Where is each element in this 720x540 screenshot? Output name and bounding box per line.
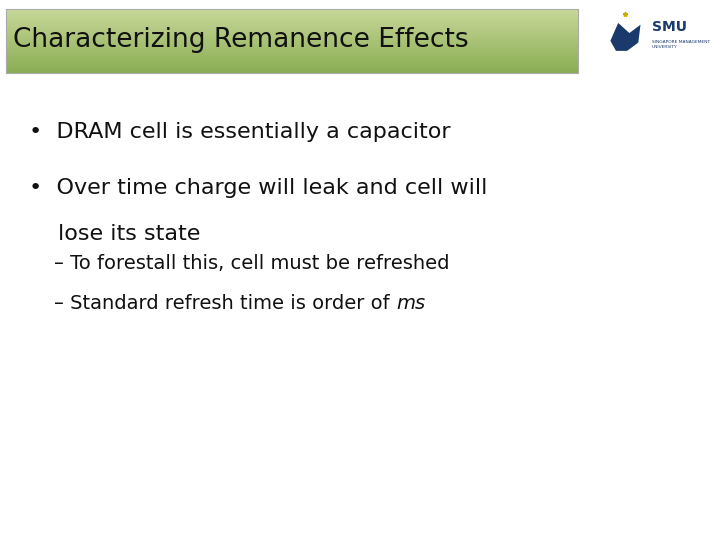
Text: – Standard refresh time is order of: – Standard refresh time is order of bbox=[54, 294, 396, 313]
Text: SINGAPORE MANAGEMENT
UNIVERSITY: SINGAPORE MANAGEMENT UNIVERSITY bbox=[652, 40, 710, 49]
Text: lose its state: lose its state bbox=[58, 224, 200, 244]
Text: •  DRAM cell is essentially a capacitor: • DRAM cell is essentially a capacitor bbox=[29, 122, 451, 141]
Bar bbox=[6, 9, 578, 73]
Text: – Standard refresh time is order of: – Standard refresh time is order of bbox=[54, 294, 396, 313]
Text: ms: ms bbox=[396, 294, 425, 313]
Text: – To forestall this, cell must be refreshed: – To forestall this, cell must be refres… bbox=[54, 254, 449, 273]
Text: SMU: SMU bbox=[652, 20, 687, 34]
Polygon shape bbox=[611, 23, 641, 51]
Text: •  Over time charge will leak and cell will: • Over time charge will leak and cell wi… bbox=[29, 178, 487, 198]
Text: Characterizing Remanence Effects: Characterizing Remanence Effects bbox=[13, 27, 469, 53]
